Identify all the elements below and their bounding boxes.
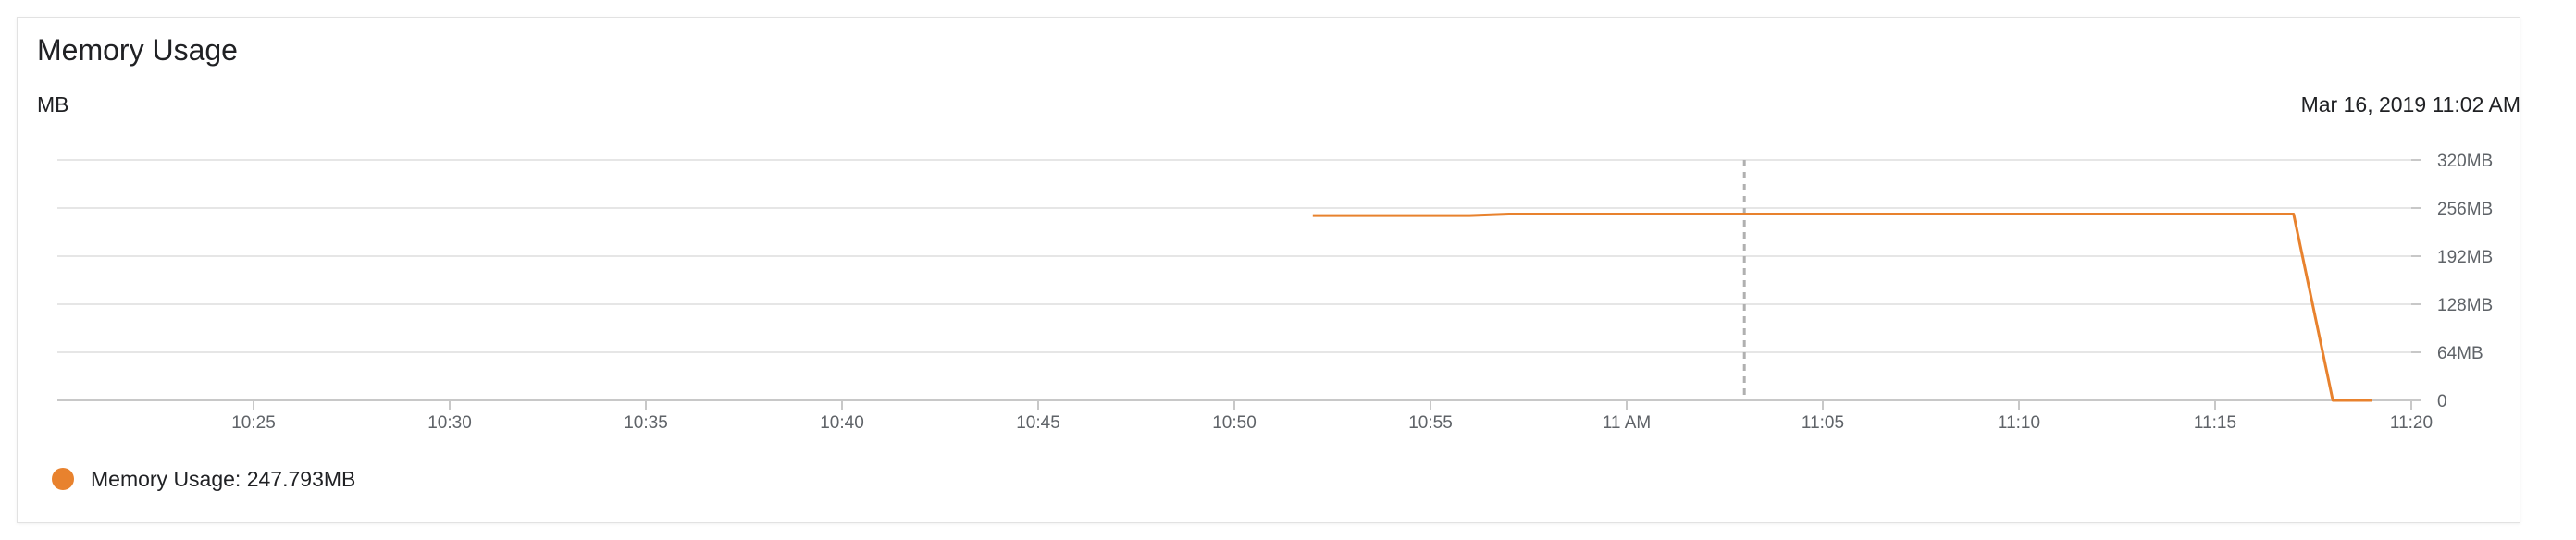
series-line-memory-usage[interactable]	[1312, 213, 2372, 402]
x-tick-label: 11:20	[2390, 413, 2433, 433]
chart-title: Memory Usage	[37, 33, 238, 67]
y-tick-label: 320MB	[2437, 152, 2493, 171]
x-tick-label: 10:25	[231, 413, 276, 433]
x-tick-label: 11:10	[1998, 413, 2040, 433]
x-tick-label: 10:50	[1212, 413, 1257, 433]
y-tick-label: 256MB	[2437, 200, 2493, 219]
y-unit-label: MB	[37, 92, 69, 117]
x-tick-label: 11:05	[1802, 413, 1844, 433]
x-tick-label: 10:30	[427, 413, 472, 433]
y-tick-label: 64MB	[2437, 344, 2483, 363]
y-tick-label: 0	[2437, 392, 2447, 411]
x-tick-label: 11:15	[2194, 413, 2236, 433]
x-tick-label: 10:45	[1016, 413, 1060, 433]
memory-usage-card	[17, 17, 2520, 523]
x-tick-label: 11 AM	[1603, 413, 1651, 433]
y-tick-label: 128MB	[2437, 296, 2493, 315]
legend[interactable]: Memory Usage: 247.793MB	[52, 462, 355, 496]
legend-label-memory-usage: Memory Usage: 247.793MB	[91, 466, 356, 491]
legend-dot-memory-usage	[52, 468, 74, 490]
x-tick-label: 10:40	[820, 413, 864, 433]
y-tick-label: 192MB	[2437, 248, 2493, 267]
x-tick-label: 10:55	[1408, 413, 1453, 433]
x-tick-label: 10:35	[624, 413, 668, 433]
hover-timestamp: Mar 16, 2019 11:02 AM	[2300, 92, 2520, 117]
